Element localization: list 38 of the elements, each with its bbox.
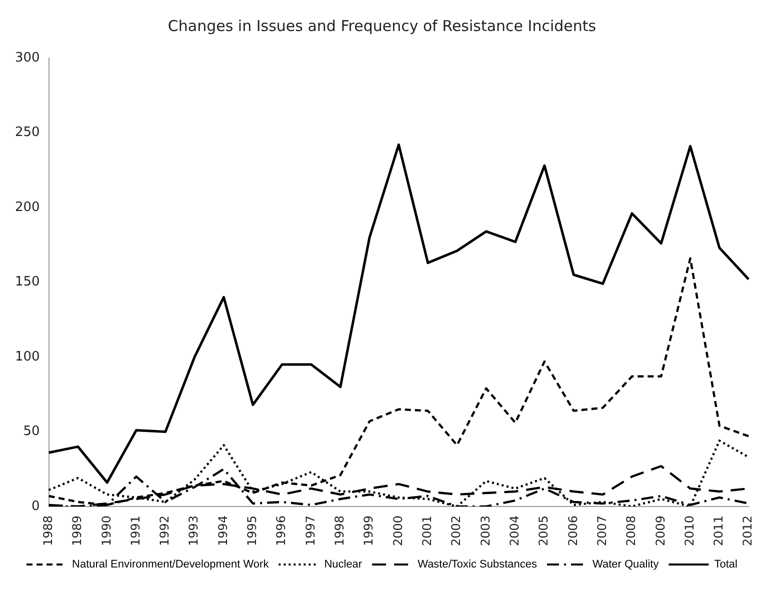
- x-tick-label: 2001: [420, 515, 434, 546]
- x-tick-label: 1991: [128, 515, 142, 546]
- x-tick-label: 2003: [478, 515, 492, 546]
- y-tick-label: 300: [14, 50, 40, 66]
- x-tick-label: 1994: [216, 515, 230, 546]
- legend-label: Natural Environment/Development Work: [72, 558, 270, 571]
- x-tick-label: 2004: [507, 515, 522, 546]
- x-tick-label: 1990: [99, 515, 114, 546]
- legend-label: Water Quality: [592, 558, 660, 571]
- x-tick-label: 1992: [158, 515, 172, 546]
- x-tick-label: 2000: [390, 515, 405, 546]
- x-tick-label: 2008: [624, 515, 638, 546]
- legend-label: Total: [714, 558, 738, 571]
- y-tick-label: 150: [14, 274, 40, 290]
- y-tick-label: 100: [14, 349, 40, 364]
- y-tick-label: 250: [14, 125, 40, 140]
- x-tick-label: 2005: [536, 515, 551, 546]
- x-tick-label: 1989: [70, 515, 84, 546]
- x-tick-label: 1996: [274, 515, 288, 546]
- x-tick-label: 1988: [40, 515, 55, 546]
- x-tick-label: 1997: [303, 515, 318, 546]
- y-tick-label: 0: [32, 498, 40, 514]
- x-tick-label: 1993: [186, 515, 201, 546]
- x-tick-label: 1999: [362, 515, 376, 546]
- legend-label: Waste/Toxic Substances: [418, 558, 538, 571]
- x-tick-label: 1995: [245, 515, 260, 546]
- x-tick-label: 2009: [653, 515, 668, 546]
- x-tick-label: 2002: [449, 515, 464, 546]
- x-tick-label: 2007: [594, 515, 609, 546]
- x-tick-label: 2006: [566, 515, 580, 546]
- x-tick-label: 1998: [332, 515, 347, 546]
- x-tick-label: 2011: [712, 515, 726, 546]
- legend-label: Nuclear: [324, 558, 362, 571]
- y-tick-label: 200: [14, 200, 40, 215]
- y-tick-label: 50: [23, 424, 40, 440]
- x-tick-label: 2010: [682, 515, 696, 546]
- chart-title: Changes in Issues and Frequency of Resistance Incidents: [168, 16, 596, 35]
- x-tick-label: 2012: [740, 515, 755, 546]
